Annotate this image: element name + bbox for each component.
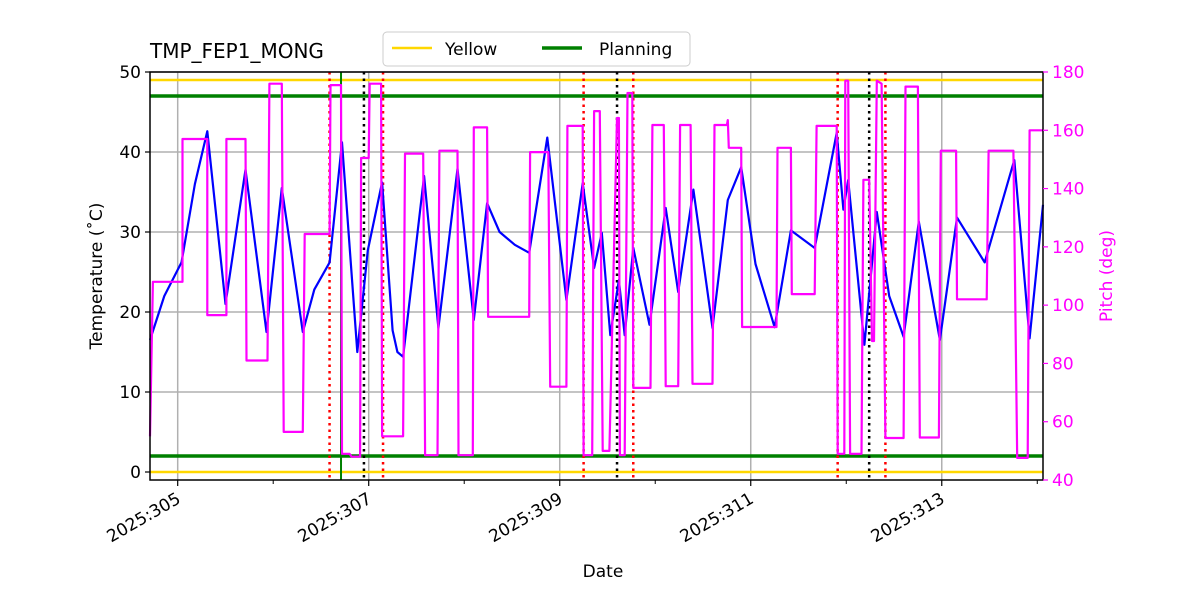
chart-title: TMP_FEP1_MONG	[149, 39, 324, 63]
y2-tick-label: 60	[1052, 413, 1074, 433]
y2-tick-label: 80	[1052, 354, 1074, 374]
y2-tick-label: 140	[1052, 180, 1084, 200]
y-axis-label: Temperature (˚C)	[86, 203, 107, 351]
y2-tick-label: 180	[1052, 63, 1084, 83]
limit-lines	[150, 78, 1043, 474]
legend-label-planning: Planning	[599, 40, 672, 60]
y-tick-label: 20	[119, 303, 141, 323]
y2-tick-label: 100	[1052, 296, 1084, 316]
plot-frame	[149, 71, 1044, 481]
legend-label-yellow: Yellow	[444, 40, 497, 60]
y2-tick-label: 40	[1052, 471, 1074, 491]
legend-box	[382, 31, 691, 67]
y-tick-label: 10	[119, 383, 141, 403]
y2-tick-label: 160	[1052, 121, 1084, 141]
pitch-line	[148, 79, 1043, 459]
y2-axis-label: Pitch (deg)	[1097, 230, 1117, 322]
y-tick-label: 40	[119, 143, 141, 163]
x-axis-label: Date	[583, 562, 624, 582]
legend: Yellow Planning	[382, 31, 691, 67]
y2-tick-label: 120	[1052, 238, 1084, 258]
y-tick-label: 50	[119, 63, 141, 83]
y-tick-label: 30	[119, 223, 141, 243]
series	[148, 79, 1045, 459]
y-tick-label: 0	[130, 463, 141, 483]
